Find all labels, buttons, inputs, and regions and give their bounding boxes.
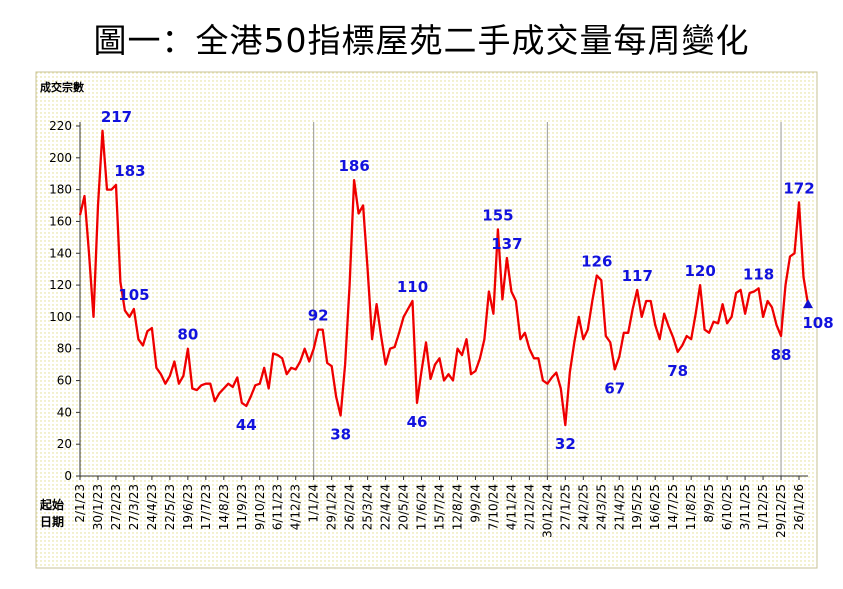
x-tick-label: 19/6/23 [181,484,195,530]
x-tick-label: 8/9/25 [702,484,716,523]
data-label: 120 [684,262,715,280]
x-tick-label: 16/6/25 [648,484,662,530]
y-tick-label: 200 [49,151,72,165]
x-tick-label: 19/5/25 [630,484,644,530]
x-tick-label: 29/1/24 [325,484,339,530]
data-label: 137 [491,235,522,253]
x-tick-label: 7/10/24 [486,484,500,530]
data-label: 105 [118,286,149,304]
series-line [78,129,810,427]
x-tick-label: 2/12/24 [522,484,536,530]
x-tick-label: 1/12/25 [756,484,770,530]
x-tick-label: 27/3/23 [127,484,141,530]
data-label: 67 [604,379,625,397]
last-point-marker [803,299,813,309]
axes [79,122,808,477]
data-label: 110 [397,278,428,296]
chart-frame [35,71,818,569]
x-tick-label: 9/10/23 [253,484,267,530]
x-tick-label: 17/6/24 [415,484,429,530]
data-label: 118 [743,265,774,283]
x-axis-label-line2: 日期 [40,514,64,529]
data-label: 32 [555,435,576,453]
x-tick-label: 11/9/23 [235,484,249,530]
x-tick-label: 9/9/24 [468,484,482,523]
data-label: 155 [482,206,513,224]
x-tick-label: 12/8/24 [450,484,464,530]
x-tick-label: 21/4/25 [612,484,626,530]
x-tick-label: 4/12/23 [289,484,303,530]
x-tick-label: 6/10/25 [720,484,734,530]
data-label: 126 [581,253,612,271]
x-tick-label: 24/4/23 [145,484,159,530]
x-tick-label: 4/11/24 [504,484,518,530]
data-label: 92 [308,307,329,325]
x-tick-label: 27/2/23 [109,484,123,530]
x-tick-label: 6/11/23 [271,484,285,530]
x-tick-label: 29/12/25 [774,484,788,538]
x-tick-label: 24/3/25 [594,484,608,530]
y-ticks: 0 20 40 60 80 100 120 140 160 180 200 220 [49,119,80,483]
y-tick-label: 120 [49,278,72,292]
data-label: 183 [114,162,145,180]
x-tick-label: 1/1/24 [307,484,321,523]
data-label: 117 [622,267,653,285]
data-label: 186 [338,157,369,175]
x-axis-label-line1: 起始 [39,497,64,512]
x-tick-label: 30/12/24 [540,484,554,538]
x-tick-label: 11/8/25 [684,484,698,530]
data-label: 108 [802,314,833,332]
x-tick-label: 22/4/24 [379,484,393,530]
x-tick-label: 26/1/26 [792,484,806,530]
y-tick-label: 20 [57,437,72,451]
y-tick-label: 80 [57,342,72,356]
x-tick-label: 26/2/24 [343,484,357,530]
x-tick-label: 22/5/23 [163,484,177,530]
x-tick-label: 30/1/23 [91,484,105,530]
x-tick-label: 27/1/25 [558,484,572,530]
grid [313,122,782,476]
y-tick-label: 0 [64,469,72,483]
x-tick-label: 20/5/24 [397,484,411,530]
data-label: 88 [771,346,792,364]
data-label: 217 [101,108,132,126]
y-tick-label: 60 [57,374,72,388]
y-tick-label: 160 [49,214,72,228]
y-tick-label: 100 [49,310,72,324]
x-tick-label: 14/7/25 [666,484,680,530]
x-tick-label: 24/2/25 [576,484,590,530]
x-tick-label: 17/7/23 [199,484,213,530]
data-label: 38 [330,426,351,444]
data-label: 46 [407,413,428,431]
series [78,129,813,427]
y-tick-label: 220 [49,119,72,133]
data-labels: 217 183 105 80 44 92 38 186 110 46 155 137 32 126 67 11… [101,108,834,453]
data-label: 78 [667,362,688,380]
y-tick-label: 180 [49,183,72,197]
x-tick-label: 3/11/25 [738,484,752,530]
y-axis-label: 成交宗數 [40,80,84,94]
x-tick-label: 15/7/24 [433,484,447,530]
x-tick-label: 2/1/23 [73,484,87,523]
chart-title: 圖一：全港50指標屋苑二手成交量每周變化 [93,21,750,60]
data-label: 44 [236,416,257,434]
data-label: 80 [177,326,198,344]
x-ticks: 2/1/23 30/1/23 27/2/23 27/3/23 24/4/23 22/5/2… [73,476,806,538]
x-tick-label: 14/8/23 [217,484,231,530]
x-tick-label: 25/3/24 [361,484,375,530]
y-tick-label: 140 [49,246,72,260]
y-tick-label: 40 [57,405,72,419]
data-label: 172 [783,179,814,197]
